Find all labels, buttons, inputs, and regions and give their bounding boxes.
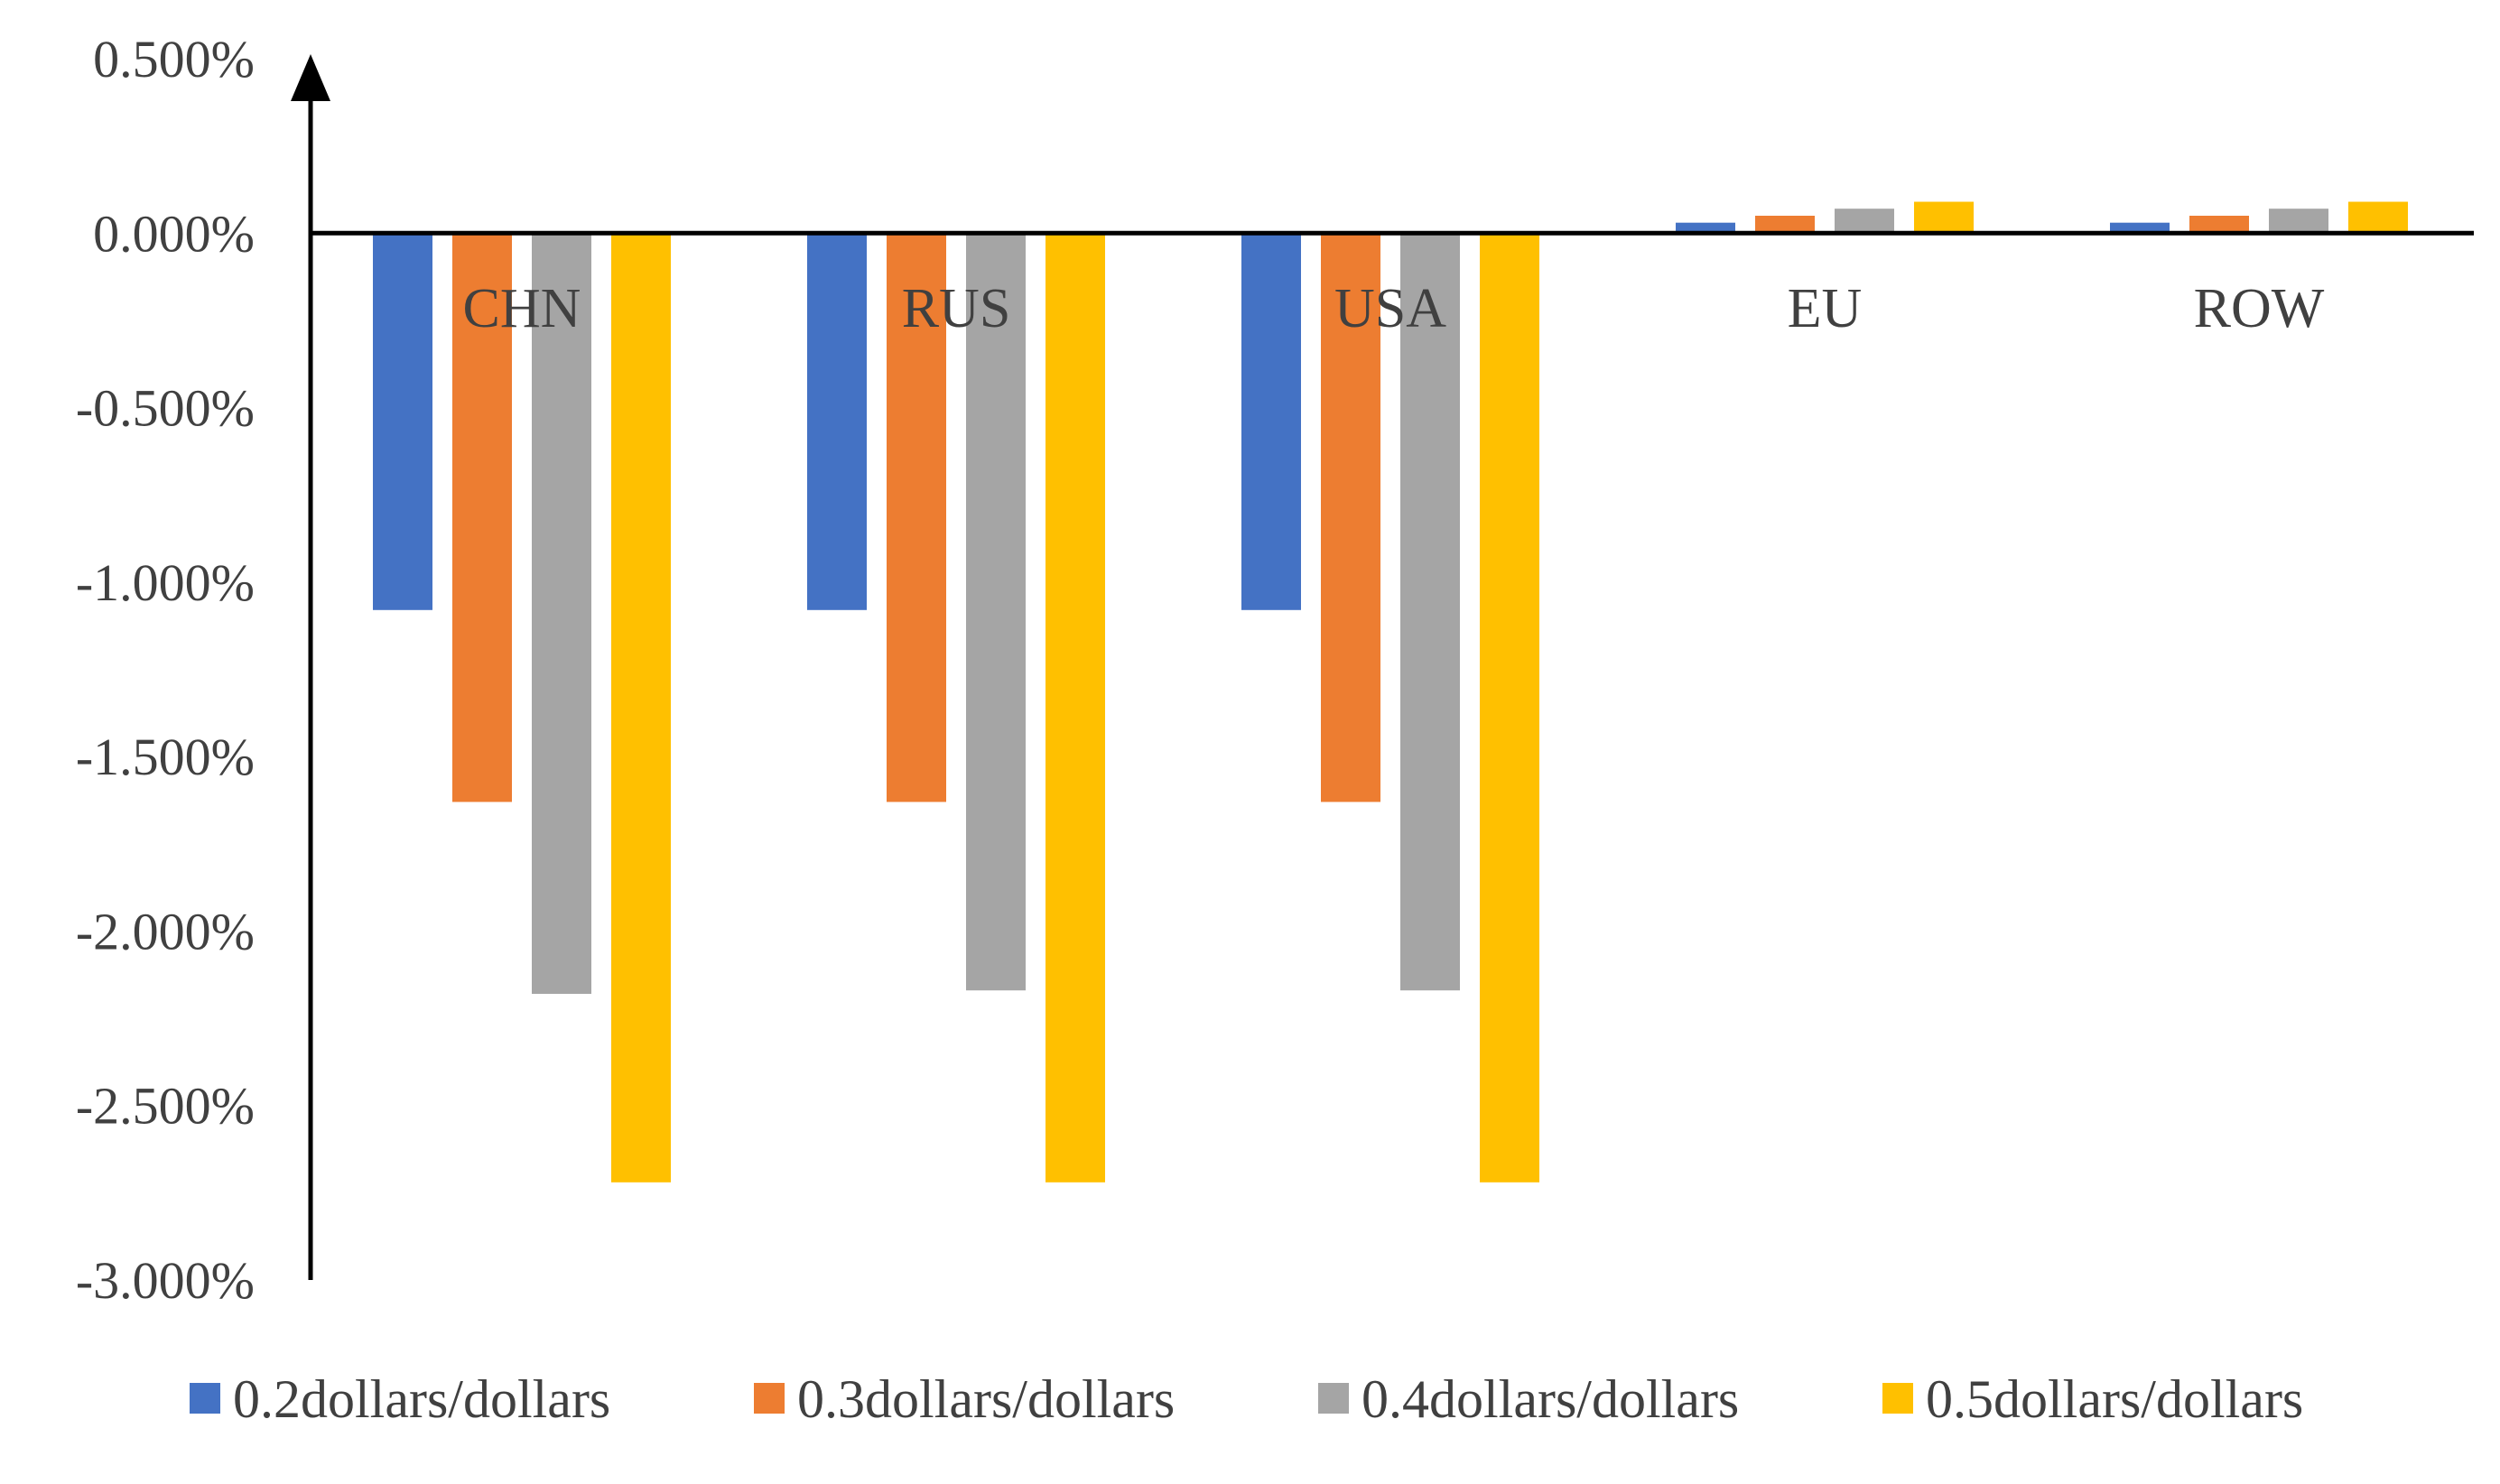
y-tick-label: -2.500% <box>76 1077 255 1136</box>
bar-eu-series-3 <box>1835 209 1894 234</box>
bar-chn-series-2 <box>452 233 512 802</box>
bar-row-series-4 <box>2348 201 2408 234</box>
legend-label-3: 0.4dollars/dollars <box>1362 1369 1739 1429</box>
bars-layer <box>373 201 2408 1183</box>
legend-swatch-1 <box>190 1383 220 1414</box>
bar-rus-series-1 <box>807 233 867 610</box>
y-tick-label: 0.000% <box>93 204 255 263</box>
category-label-row: ROW <box>2194 278 2325 339</box>
legend-label-4: 0.5dollars/dollars <box>1926 1369 2303 1429</box>
bar-row-series-2 <box>2189 216 2249 234</box>
bar-chn-series-1 <box>373 233 432 610</box>
category-label-rus: RUS <box>902 278 1011 339</box>
bar-usa-series-1 <box>1241 233 1301 610</box>
y-tick-label: -3.000% <box>76 1251 255 1310</box>
bar-rus-series-3 <box>966 233 1026 991</box>
axes-layer <box>291 54 2474 1280</box>
y-tick-label: -0.500% <box>76 379 255 438</box>
legend-swatch-3 <box>1318 1383 1349 1414</box>
y-tick-label: 0.500% <box>93 30 255 88</box>
bar-usa-series-2 <box>1321 233 1380 802</box>
bar-rus-series-2 <box>887 233 946 802</box>
bar-eu-series-4 <box>1914 201 1974 234</box>
bar-row-series-1 <box>2110 222 2170 234</box>
category-label-eu: EU <box>1788 278 1863 339</box>
category-label-usa: USA <box>1334 278 1446 339</box>
bar-usa-series-4 <box>1480 233 1539 1183</box>
bar-rus-series-4 <box>1046 233 1105 1183</box>
y-tick-label: -2.000% <box>76 902 255 960</box>
bar-eu-series-1 <box>1676 222 1735 234</box>
legend-label-1: 0.2dollars/dollars <box>233 1369 610 1429</box>
bar-row-series-3 <box>2269 209 2328 234</box>
legend: 0.2dollars/dollars 0.3dollars/dollars 0.4d… <box>190 1369 2303 1429</box>
bar-chn-series-3 <box>532 233 591 994</box>
bar-usa-series-3 <box>1400 233 1460 991</box>
bar-chn-series-4 <box>611 233 671 1183</box>
legend-swatch-2 <box>754 1383 785 1414</box>
category-labels: CHN RUS USA EU ROW <box>463 278 2325 339</box>
y-tick-label: -1.500% <box>76 728 255 786</box>
y-axis-arrow-icon <box>291 54 330 101</box>
legend-swatch-4 <box>1882 1383 1913 1414</box>
category-label-chn: CHN <box>463 278 581 339</box>
legend-label-2: 0.3dollars/dollars <box>797 1369 1175 1429</box>
y-axis-tick-labels: 0.500% 0.000% -0.500% -1.000% -1.500% -2.000%… <box>76 30 255 1310</box>
y-tick-label: -1.000% <box>76 553 255 612</box>
bar-eu-series-2 <box>1755 216 1815 234</box>
